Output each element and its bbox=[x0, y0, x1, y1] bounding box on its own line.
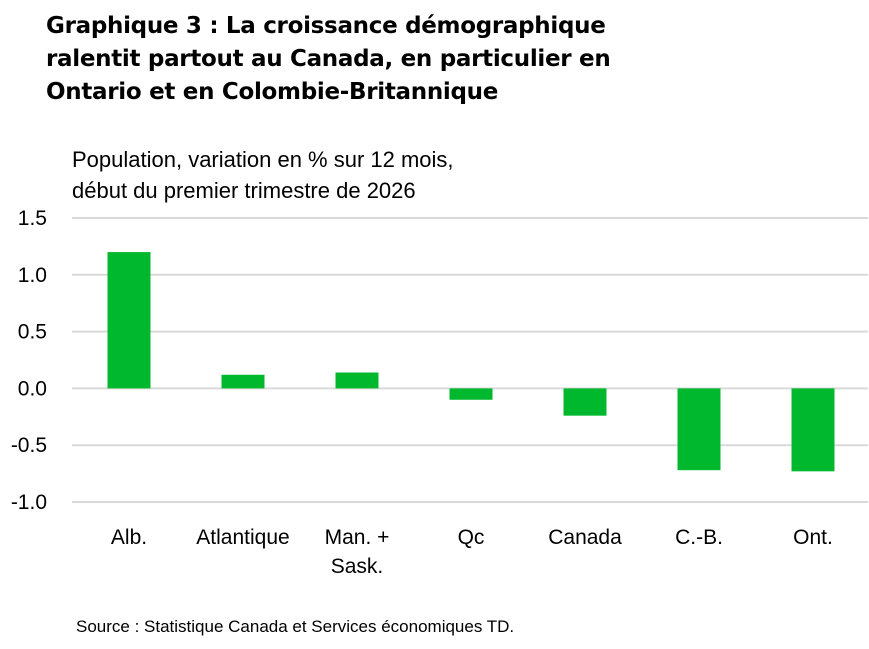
chart-title: Graphique 3 : La croissance démographiqu… bbox=[46, 10, 846, 109]
bar bbox=[335, 372, 379, 389]
chart-subtitle-line-2: début du premier trimestre de 2026 bbox=[72, 178, 416, 203]
y-tick-label: -1.0 bbox=[11, 491, 47, 514]
x-axis-categories: Alb. Atlantique Man. + Sask. Qc Canada C.-B. On… bbox=[111, 526, 833, 578]
y-tick-label: 1.0 bbox=[18, 264, 47, 287]
x-category-label: Atlantique bbox=[196, 526, 289, 549]
bar bbox=[107, 252, 151, 389]
x-category-label: Man. + bbox=[325, 526, 390, 549]
x-category-label: Sask. bbox=[331, 555, 384, 578]
chart-subtitle-line-1: Population, variation en % sur 12 mois, bbox=[72, 147, 454, 172]
bar bbox=[449, 388, 493, 400]
y-tick-label: -0.5 bbox=[11, 434, 47, 457]
chart-title-line-3: Ontario et en Colombie-Britannique bbox=[46, 79, 499, 105]
gridlines bbox=[72, 217, 868, 503]
bar bbox=[563, 388, 607, 416]
y-axis-ticks: 1.5 1.0 0.5 0.0 -0.5 -1.0 bbox=[11, 207, 47, 514]
y-tick-label: 0.0 bbox=[18, 377, 47, 400]
y-tick-label: 1.5 bbox=[18, 207, 47, 230]
bar bbox=[677, 388, 721, 471]
bar bbox=[791, 388, 835, 472]
x-category-label: Qc bbox=[458, 526, 485, 549]
chart-subtitle: Population, variation en % sur 12 mois, … bbox=[72, 144, 772, 206]
x-category-label: C.-B. bbox=[675, 526, 723, 549]
x-category-label: Canada bbox=[548, 526, 622, 549]
chart-title-line-1: Graphique 3 : La croissance démographiqu… bbox=[46, 13, 606, 39]
bars bbox=[107, 252, 835, 472]
y-tick-label: 0.5 bbox=[18, 321, 47, 344]
x-category-label: Ont. bbox=[793, 526, 833, 549]
x-category-label: Alb. bbox=[111, 526, 147, 549]
chart-title-line-2: ralentit partout au Canada, en particuli… bbox=[46, 46, 611, 72]
source-note: Source : Statistique Canada et Services … bbox=[76, 617, 515, 636]
bar bbox=[221, 374, 265, 389]
